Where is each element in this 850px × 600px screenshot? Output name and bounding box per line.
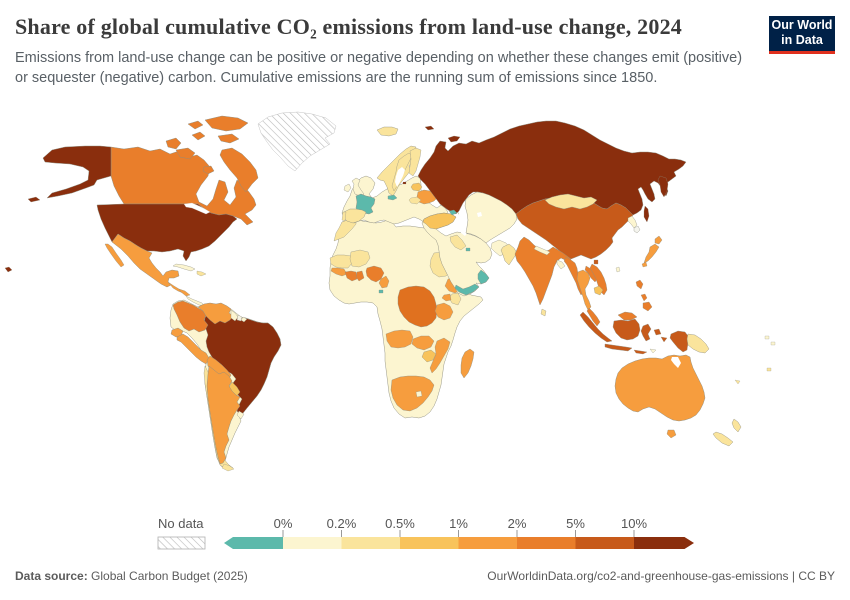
svg-text:0.2%: 0.2% [327,516,357,531]
svg-text:0%: 0% [274,516,293,531]
svg-text:0.5%: 0.5% [385,516,415,531]
svg-text:10%: 10% [621,516,647,531]
svg-text:5%: 5% [566,516,585,531]
svg-text:2%: 2% [508,516,527,531]
svg-text:No data: No data [158,516,204,531]
svg-text:1%: 1% [449,516,468,531]
